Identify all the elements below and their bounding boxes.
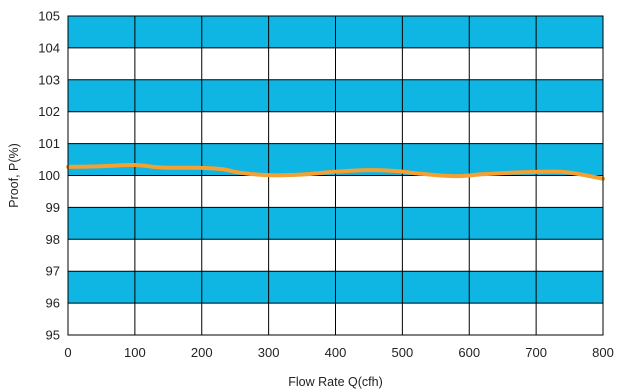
x-tick-label: 400 bbox=[325, 345, 347, 360]
y-tick-label: 101 bbox=[38, 136, 60, 151]
y-tick-label: 103 bbox=[38, 72, 60, 87]
y-tick-labels: 95 96 97 98 99 100 101 102 103 104 105 bbox=[38, 9, 60, 343]
x-tick-label: 500 bbox=[392, 345, 414, 360]
x-tick-label: 0 bbox=[64, 345, 71, 360]
x-tick-label: 100 bbox=[124, 345, 146, 360]
y-axis-label: Proof, P(%) bbox=[7, 143, 21, 208]
series-line-0 bbox=[66, 162, 605, 181]
x-tick-label: 600 bbox=[458, 345, 480, 360]
y-tick-label: 95 bbox=[46, 328, 60, 343]
x-tick-label: 800 bbox=[592, 345, 614, 360]
x-tick-label: 300 bbox=[258, 345, 280, 360]
y-tick-label: 97 bbox=[46, 264, 60, 279]
series-group bbox=[66, 162, 605, 181]
y-tick-label: 96 bbox=[46, 296, 60, 311]
x-tick-labels: 0 100 200 300 400 500 600 700 800 bbox=[64, 345, 613, 360]
x-tick-label: 700 bbox=[525, 345, 547, 360]
y-tick-label: 102 bbox=[38, 104, 60, 119]
y-tick-label: 105 bbox=[38, 9, 60, 24]
y-tick-label: 99 bbox=[46, 200, 60, 215]
y-tick-label: 104 bbox=[38, 40, 60, 55]
plot-frame bbox=[67, 15, 604, 336]
x-axis-label: Flow Rate Q(cfh) bbox=[288, 375, 382, 389]
y-tick-label: 100 bbox=[38, 168, 60, 183]
x-tick-label: 200 bbox=[191, 345, 213, 360]
y-tick-label: 98 bbox=[46, 232, 60, 247]
